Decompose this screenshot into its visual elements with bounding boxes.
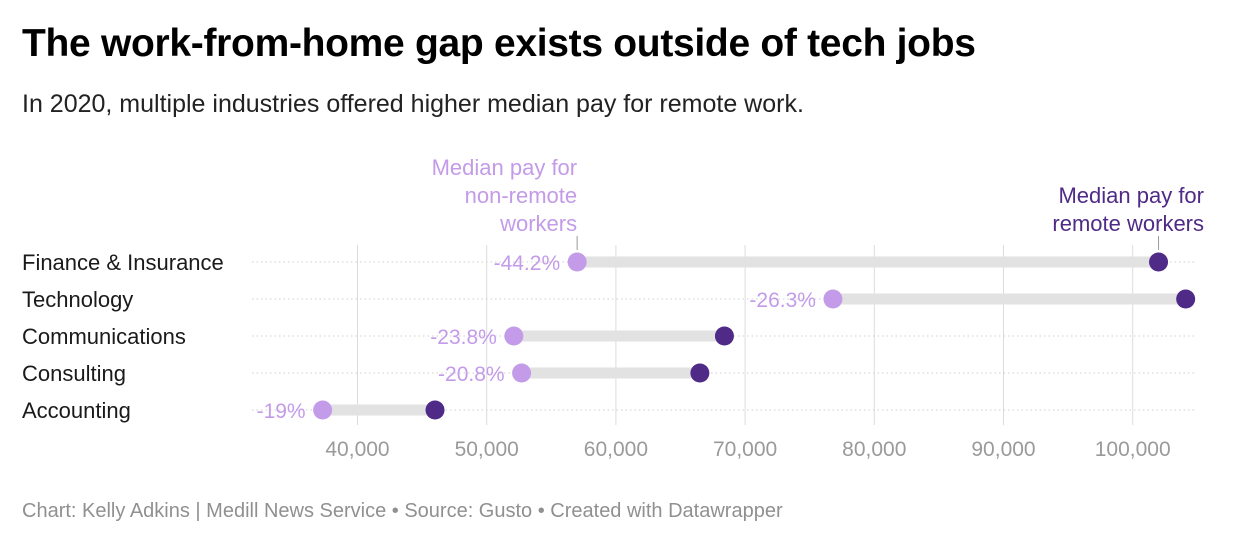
pay-gap-label: -26.3% bbox=[749, 289, 816, 312]
non-remote-annotation-line: workers bbox=[499, 211, 577, 236]
non-remote-dot bbox=[823, 289, 843, 309]
x-tick-label: 100,000 bbox=[1095, 438, 1171, 461]
annotation-layer: Median pay for non-remote workers Median pa… bbox=[432, 155, 1204, 250]
chart-footer: Chart: Kelly Adkins | Medill News Servic… bbox=[22, 500, 783, 522]
remote-dot bbox=[690, 363, 710, 383]
remote-dot bbox=[1176, 289, 1196, 309]
pay-gap-label: -44.2% bbox=[494, 252, 561, 275]
remote-annotation-line: remote workers bbox=[1052, 211, 1204, 236]
x-axis-ticks: 40,000 50,000 60,000 70,000 80,000 90,000 100,… bbox=[325, 438, 1170, 461]
category-label: Accounting bbox=[22, 398, 131, 423]
non-remote-dot bbox=[313, 400, 333, 420]
remote-annotation-line: Median pay for bbox=[1058, 183, 1204, 208]
x-tick-label: 70,000 bbox=[713, 438, 777, 461]
category-label: Communications bbox=[22, 324, 186, 349]
x-tick-label: 90,000 bbox=[971, 438, 1035, 461]
non-remote-annotation-line: non-remote bbox=[465, 183, 578, 208]
non-remote-dot bbox=[512, 363, 532, 383]
non-remote-annotation-line: Median pay for bbox=[432, 155, 578, 180]
remote-dot bbox=[714, 326, 734, 346]
pay-gap-label: -20.8% bbox=[438, 363, 505, 386]
x-tick-label: 80,000 bbox=[842, 438, 906, 461]
chart-subtitle: In 2020, multiple industries offered hig… bbox=[22, 90, 804, 118]
x-tick-label: 40,000 bbox=[325, 438, 389, 461]
remote-dot bbox=[1149, 252, 1169, 272]
remote-dot bbox=[425, 400, 445, 420]
chart-title: The work-from-home gap exists outside of… bbox=[22, 22, 976, 65]
pay-gap-label: -23.8% bbox=[430, 326, 497, 349]
pay-gap-label: -19% bbox=[257, 400, 306, 423]
rows-layer: Finance & Insurance -44.2% Technology -26.3… bbox=[22, 250, 1196, 423]
x-tick-label: 50,000 bbox=[455, 438, 519, 461]
non-remote-dot bbox=[504, 326, 524, 346]
x-tick-label: 60,000 bbox=[584, 438, 648, 461]
category-label: Finance & Insurance bbox=[22, 250, 224, 275]
category-label: Consulting bbox=[22, 361, 126, 386]
category-label: Technology bbox=[22, 287, 133, 312]
non-remote-dot bbox=[567, 252, 587, 272]
